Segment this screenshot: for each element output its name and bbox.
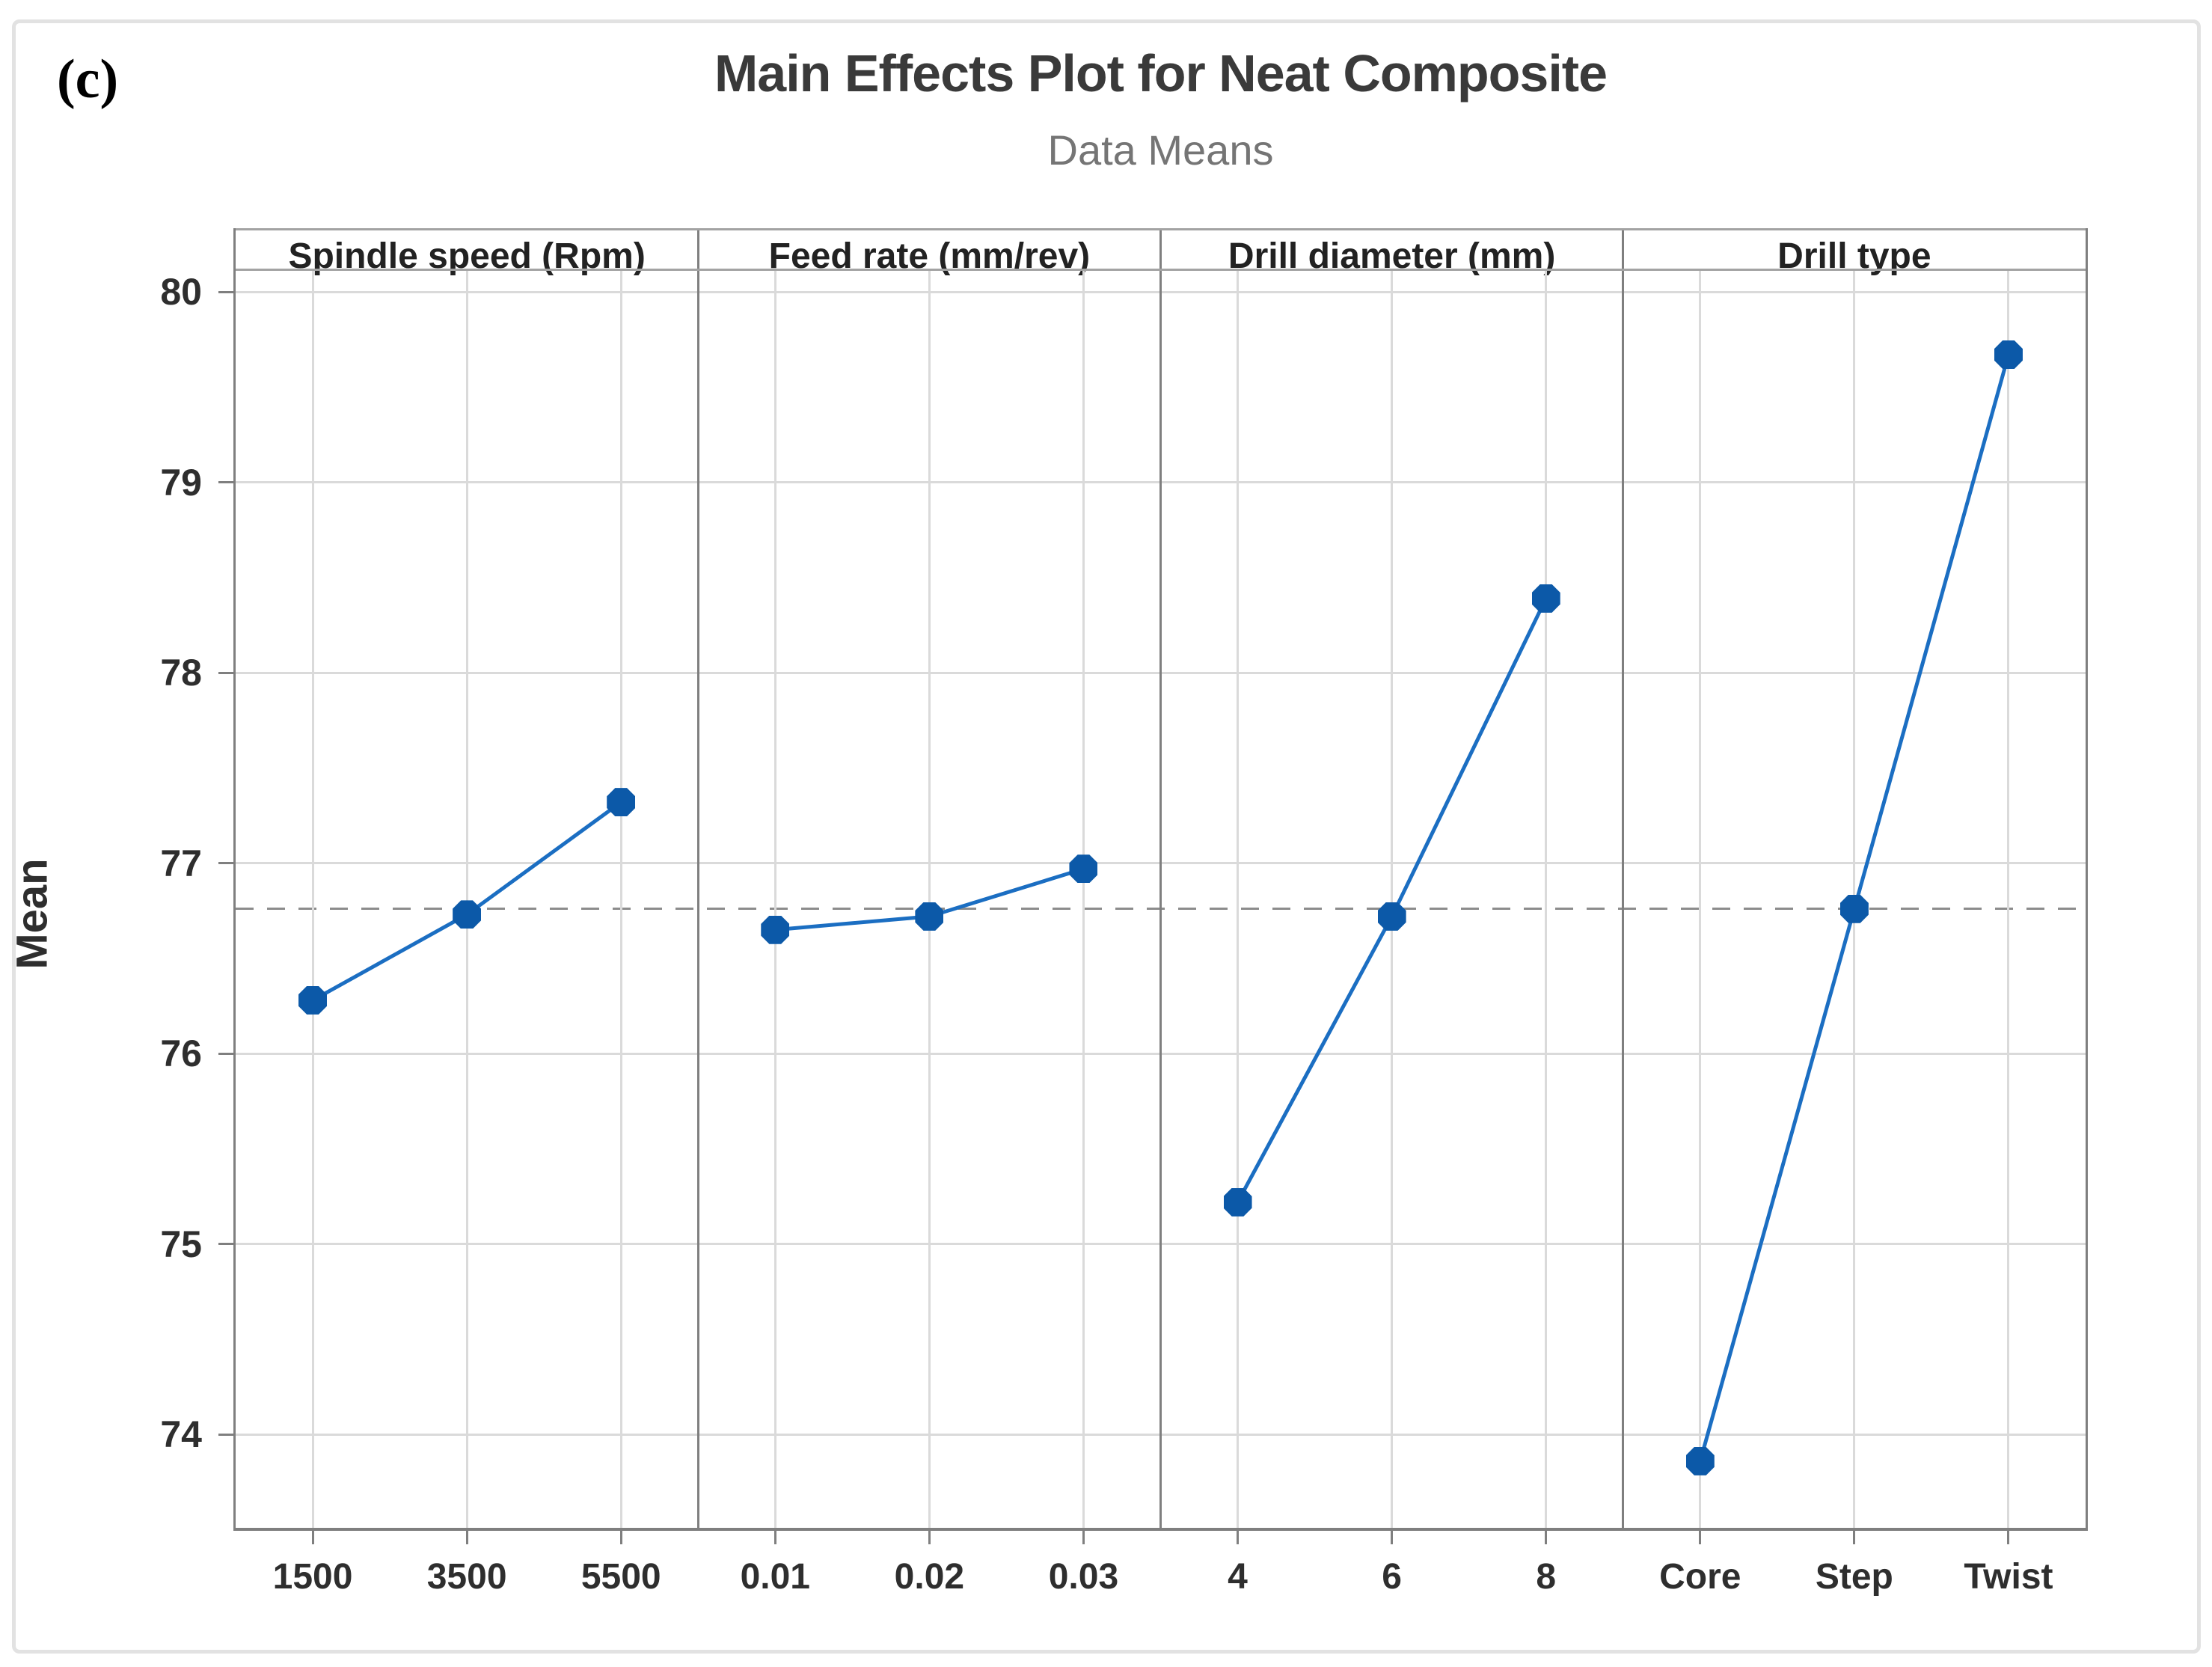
y-tick-label: 80 (160, 271, 202, 313)
data-point-marker (1223, 1187, 1252, 1217)
data-point-marker (298, 985, 328, 1015)
x-axis-tick (773, 1528, 776, 1544)
vertical-gridline (1391, 271, 1394, 1528)
x-axis-tick (1237, 1528, 1240, 1544)
y-axis-tick (218, 671, 236, 674)
data-point-marker (1994, 340, 2023, 369)
axis-frame-bottom (233, 1528, 2088, 1531)
vertical-gridline (1082, 271, 1085, 1528)
data-point-marker (915, 902, 944, 931)
y-tick-label: 76 (160, 1033, 202, 1075)
header-band-top-rule (236, 228, 2086, 230)
chart-title: Main Effects Plot for Neat Composite (714, 44, 1608, 103)
vertical-gridline (1545, 271, 1548, 1528)
vertical-gridline (1237, 271, 1240, 1528)
x-axis-tick (465, 1528, 468, 1544)
chart-subtitle: Data Means (1047, 126, 1274, 174)
vertical-gridline (619, 271, 622, 1528)
y-tick-label: 77 (160, 842, 202, 884)
data-point-marker (1069, 854, 1098, 884)
x-tick-label: 8 (1536, 1557, 1557, 1597)
y-tick-label: 75 (160, 1223, 202, 1265)
x-axis-tick (2007, 1528, 2010, 1544)
panel-divider (1159, 228, 1162, 1528)
x-tick-label: 6 (1382, 1557, 1402, 1597)
data-point-marker (1685, 1446, 1715, 1475)
x-tick-label: 0.03 (1048, 1557, 1119, 1597)
y-tick-label: 74 (160, 1413, 202, 1456)
vertical-gridline (465, 271, 468, 1528)
x-tick-label: 0.02 (894, 1557, 965, 1597)
axis-frame-left (233, 228, 236, 1530)
x-tick-label: 3500 (426, 1557, 507, 1597)
main-effect-line (1236, 597, 1548, 1203)
y-axis-tick (218, 1243, 236, 1246)
y-tick-label: 78 (160, 652, 202, 694)
x-axis-tick (928, 1528, 931, 1544)
vertical-gridline (1699, 271, 1702, 1528)
x-tick-label: Step (1815, 1557, 1893, 1597)
x-axis-tick (311, 1528, 314, 1544)
x-tick-label: 0.01 (740, 1557, 810, 1597)
x-axis-tick (619, 1528, 622, 1544)
data-point-marker (1839, 894, 1869, 923)
axis-frame-right (2086, 228, 2088, 1530)
x-axis-tick (1699, 1528, 1702, 1544)
x-axis-tick (1082, 1528, 1085, 1544)
x-axis-tick (1391, 1528, 1394, 1544)
subfigure-letter-label: (c) (57, 49, 119, 110)
x-tick-label: 5500 (580, 1557, 661, 1597)
y-axis-tick (218, 290, 236, 293)
y-axis-tick (218, 481, 236, 484)
data-point-marker (453, 900, 482, 929)
x-tick-label: 1500 (272, 1557, 353, 1597)
data-point-marker (761, 915, 790, 944)
x-tick-label: Twist (1964, 1557, 2053, 1597)
x-tick-label: 4 (1228, 1557, 1248, 1597)
y-axis-tick (218, 1433, 236, 1436)
x-axis-tick (1853, 1528, 1856, 1544)
y-axis-tick (218, 862, 236, 865)
vertical-gridline (311, 271, 314, 1528)
vertical-gridline (928, 271, 931, 1528)
x-tick-label: Core (1659, 1557, 1741, 1597)
panel-divider (696, 228, 699, 1528)
y-axis-tick (218, 1052, 236, 1055)
vertical-gridline (773, 271, 776, 1528)
panel-divider (1622, 228, 1625, 1528)
data-point-marker (1531, 584, 1560, 613)
data-point-marker (1377, 902, 1406, 931)
data-point-marker (607, 788, 636, 817)
x-axis-tick (1545, 1528, 1548, 1544)
vertical-gridline (2007, 271, 2010, 1528)
y-tick-label: 79 (160, 461, 202, 504)
header-band-bottom-rule (236, 269, 2086, 271)
